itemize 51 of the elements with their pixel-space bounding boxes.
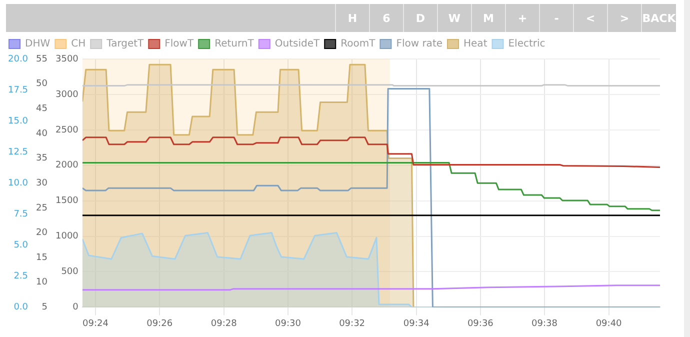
- legend-label: FlowT: [164, 38, 194, 50]
- y2-tick-label: 20: [36, 228, 48, 238]
- legend-label: ReturnT: [214, 38, 255, 50]
- y-tick-label: 0: [72, 302, 79, 313]
- y2-tick-label: 35: [36, 154, 48, 164]
- toolbar-button: +: [505, 4, 539, 32]
- legend-label: Flow rate: [396, 38, 443, 50]
- y3-tick-label: 2.5: [14, 272, 28, 282]
- y3-tick-label: 20.0: [8, 54, 28, 64]
- y3-tick-label: 12.5: [8, 147, 28, 158]
- x-tick-label: 09:36: [467, 318, 494, 329]
- y2-tick-label: 15: [36, 252, 48, 263]
- y-tick-label: 2000: [55, 160, 79, 171]
- y-tick-label: 3500: [55, 54, 79, 64]
- legend-label: RoomT: [340, 38, 376, 50]
- legend-label: OutsideT: [274, 38, 320, 50]
- y3-tick-label: 15.0: [8, 116, 28, 126]
- legend-label: DHW: [25, 38, 50, 50]
- x-tick-label: 09:38: [532, 318, 558, 329]
- y3-tick-label: 0.0: [14, 302, 28, 313]
- legend-label: TargetT: [106, 38, 145, 50]
- y2-tick-label: 45: [36, 104, 48, 114]
- x-tick-label: 09:30: [274, 318, 302, 329]
- y-tick-label: 2500: [55, 125, 79, 136]
- y2-tick-label: 5: [42, 302, 48, 313]
- toolbar-button: >: [607, 4, 641, 32]
- y2-tick-label: 10: [36, 278, 48, 288]
- y2-tick-label: 30: [36, 178, 48, 188]
- x-tick-label: 09:28: [210, 318, 238, 329]
- y2-tick-label: 50: [36, 79, 48, 90]
- y3-tick-label: 7.5: [14, 209, 28, 220]
- y-tick-label: 1000: [55, 232, 79, 242]
- legend-label: Electric: [508, 38, 546, 50]
- y3-tick-label: 5.0: [14, 240, 28, 250]
- legend-label: Heat: [464, 38, 488, 50]
- y-tick-label: 1500: [55, 196, 79, 206]
- toolbar-button: <: [573, 4, 607, 32]
- y-tick-label: 500: [61, 267, 79, 278]
- y2-tick-label: 40: [36, 128, 48, 139]
- y2-tick-label: 25: [36, 203, 48, 214]
- y3-tick-label: 17.5: [8, 85, 28, 96]
- x-tick-label: 09:24: [82, 318, 109, 329]
- legend-label: CH: [71, 38, 86, 50]
- y2-tick-label: 55: [36, 54, 48, 64]
- y-tick-label: 3000: [55, 90, 79, 100]
- x-tick-label: 09:40: [596, 318, 622, 329]
- x-tick-label: 09:34: [403, 318, 430, 329]
- x-tick-label: 09:26: [146, 318, 173, 329]
- toolbar-button: -: [539, 4, 573, 32]
- y3-tick-label: 10.0: [8, 178, 28, 188]
- x-tick-label: 09:32: [339, 318, 366, 329]
